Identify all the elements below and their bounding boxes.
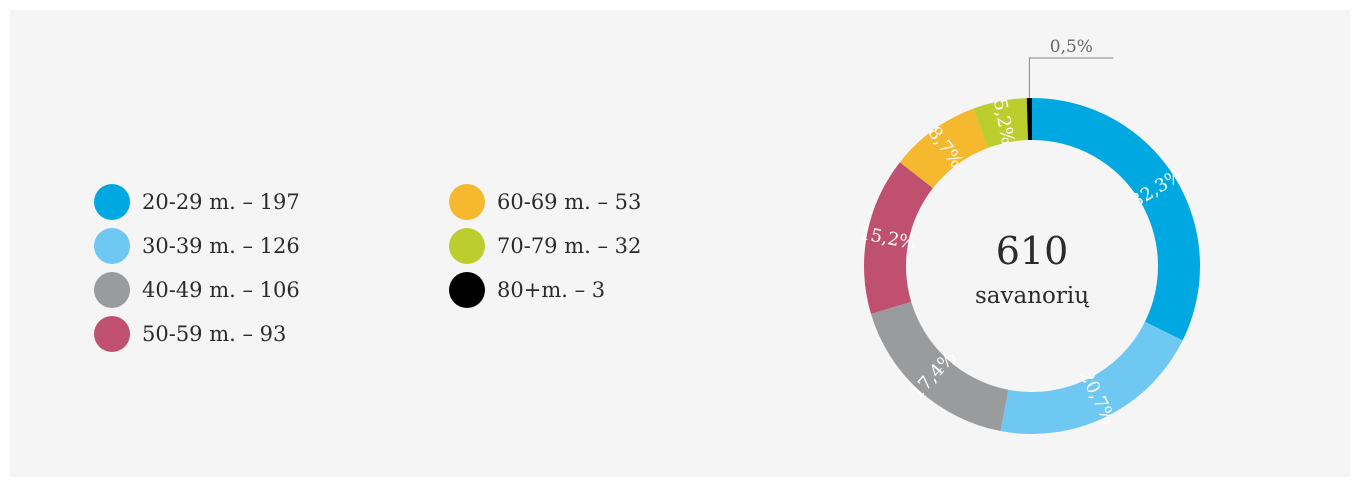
center-label: savanorių [975, 283, 1089, 309]
donut-slice [1032, 98, 1201, 341]
center-value: 610 [996, 229, 1069, 273]
legend-item: 50-59 m. – 93 [94, 314, 414, 354]
legend-label: 20-29 m. – 197 [142, 190, 300, 214]
chart-panel: 20-29 m. – 197 30-39 m. – 126 40-49 m. – 1… [10, 10, 1350, 477]
legend-label: 40-49 m. – 106 [142, 278, 300, 302]
legend-label: 80+m. – 3 [497, 278, 606, 302]
donut-slice [870, 301, 1009, 432]
donut-slice [973, 98, 1029, 148]
legend-item: 60-69 m. – 53 [449, 182, 769, 222]
legend-label: 60-69 m. – 53 [497, 190, 642, 214]
legend-swatch [94, 184, 130, 220]
legend-label: 70-79 m. – 32 [497, 234, 642, 258]
legend-item: 20-29 m. – 197 [94, 182, 414, 222]
donut-slice [1000, 321, 1183, 434]
legend-label: 50-59 m. – 93 [142, 322, 287, 346]
legend-item: 30-39 m. – 126 [94, 226, 414, 266]
legend-label: 30-39 m. – 126 [142, 234, 300, 258]
legend-swatch [449, 272, 485, 308]
legend-item: 70-79 m. – 32 [449, 226, 769, 266]
legend-swatch [449, 184, 485, 220]
legend-swatch [94, 272, 130, 308]
legend-swatch [94, 228, 130, 264]
donut-slice [1026, 98, 1032, 141]
donut-slice [864, 162, 933, 314]
callout-line [1028, 57, 1114, 99]
legend-swatch [94, 316, 130, 352]
donut-slice [899, 108, 988, 189]
legend-swatch [449, 228, 485, 264]
legend-item: 80+m. – 3 [449, 270, 769, 310]
callout-label: 0,5% [1050, 37, 1093, 57]
legend-item: 40-49 m. – 106 [94, 270, 414, 310]
